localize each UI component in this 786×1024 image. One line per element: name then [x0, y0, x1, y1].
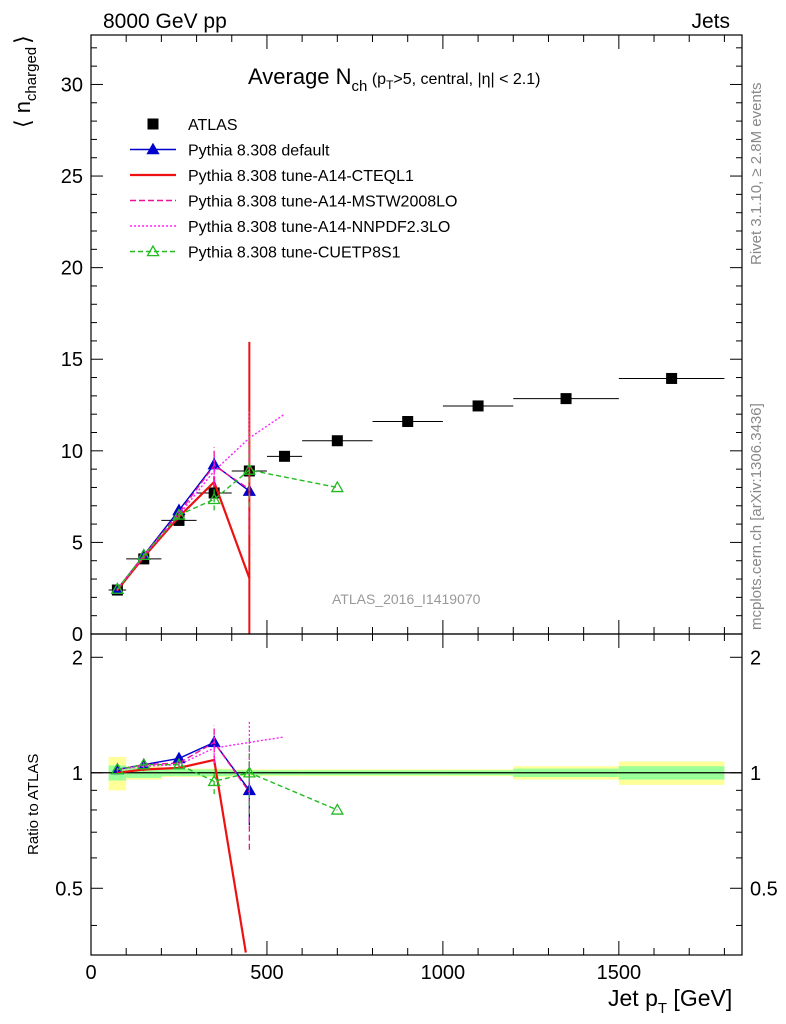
series-point-cuetp8s1 [330, 480, 344, 493]
ratio-point-cuetp8s1 [172, 757, 186, 770]
main-y-tick-label: 10 [61, 441, 83, 463]
legend-label-atlas: ATLAS [188, 117, 238, 134]
series-line-mstw [116, 464, 250, 590]
atlas-data-point [331, 435, 343, 447]
legend-entry-atlas: ATLAS [147, 117, 238, 134]
main-y-tick-label: 25 [61, 166, 83, 188]
legend: ATLAS Pythia 8.308 default Pythia 8.308 tu… [130, 117, 457, 262]
ratio-y-tick-label-left: 0.5 [55, 878, 83, 900]
ratio-point-cuetp8s1 [330, 803, 344, 815]
legend-entry-cuetp8s1: Pythia 8.308 tune-CUETP8S1 [130, 245, 401, 262]
ratio-point-cuetp8s1 [242, 765, 256, 778]
header-left: 8000 GeV pp [103, 10, 227, 33]
ratio-line-cteql1 [117, 758, 247, 953]
atlas-data-point [402, 416, 414, 428]
ratio-point-cuetp8s1 [137, 757, 151, 770]
ratio-y-tick-label-right: 0.5 [750, 878, 778, 900]
ratio-panel-frame [90, 633, 743, 956]
series-cteql1 [116, 341, 251, 634]
ratio-series-default [110, 735, 256, 826]
rivet-version-text: Rivet 3.1.10, ≥ 2.8M events [748, 83, 765, 266]
ratio-panel-layer [91, 720, 742, 953]
legend-label-cuetp8s1: Pythia 8.308 tune-CUETP8S1 [188, 245, 401, 262]
header-right: Jets [691, 10, 730, 33]
atlas-data-point [472, 400, 484, 412]
atlas-data-point [279, 450, 291, 462]
legend-label-cteql1: Pythia 8.308 tune-A14-CTEQL1 [188, 168, 414, 185]
legend-entry-cteql1: Pythia 8.308 tune-A14-CTEQL1 [130, 168, 414, 185]
atlas-data-point [560, 393, 572, 405]
main-y-tick-label: 20 [61, 258, 83, 280]
ratio-series-mstw [116, 725, 251, 850]
plot-title: Average Nch (pT>5, central, |η| < 2.1) [248, 64, 540, 95]
main-y-tick-label: 5 [72, 532, 83, 554]
atlas-data-point [173, 514, 185, 526]
legend-label-default: Pythia 8.308 default [188, 143, 330, 160]
atlas-data-point [666, 372, 678, 384]
ratio-line-nnpdf [117, 736, 285, 771]
legend-entry-nnpdf: Pythia 8.308 tune-A14-NNPDF2.3LO [130, 219, 450, 236]
x-tick-label: 500 [250, 962, 283, 984]
ratio-point-cuetp8s1 [207, 774, 221, 787]
x-axis-title: Jet pT [GeV] [608, 985, 732, 1017]
legend-entry-mstw: Pythia 8.308 tune-A14-MSTW2008LO [130, 194, 457, 211]
legend-marker-atlas [147, 118, 159, 130]
legend-label-nnpdf: Pythia 8.308 tune-A14-NNPDF2.3LO [188, 219, 450, 236]
series-line-cteql1 [116, 479, 251, 591]
legend-label-mstw: Pythia 8.308 tune-A14-MSTW2008LO [188, 194, 457, 211]
ratio-y-tick-label-right: 2 [750, 647, 761, 669]
main-y-tick-label: 0 [72, 624, 83, 646]
ratio-y-tick-label-left: 2 [72, 647, 83, 669]
series-cuetp8s1 [110, 433, 344, 594]
main-y-tick-label: 15 [61, 349, 83, 371]
series-point-cuetp8s1 [207, 492, 221, 505]
x-tick-label: 0 [85, 962, 96, 984]
ratio-y-tick-label-left: 1 [72, 763, 83, 785]
series-point-cuetp8s1 [172, 508, 186, 520]
series-line-nnpdf [116, 413, 285, 590]
ratio-series-cteql1 [116, 755, 247, 953]
ratio-y-axis-title: Ratio to ATLAS [25, 754, 42, 855]
mcplots-reference-text: mcplots.cern.ch [arXiv:1306.3436] [748, 403, 765, 630]
series-point-cuetp8s1 [137, 548, 151, 561]
main-panel-layer [108, 341, 725, 634]
main-y-tick-label: 30 [61, 74, 83, 96]
analysis-watermark: ATLAS_2016_I1419070 [332, 591, 481, 607]
ratio-line-cuetp8s1 [117, 763, 338, 811]
y-axis-title: ⟨ ncharged⟩ [10, 35, 40, 128]
series-atlas [108, 372, 725, 596]
ratio-series-cuetp8s1 [110, 739, 344, 815]
axes-layer: 0 5 10 15 20 25 30 0 500 1000 1500 0.5 0.5 1 1 2 2 [55, 34, 778, 984]
series-point-cuetp8s1 [110, 582, 125, 594]
series-line-cuetp8s1 [116, 469, 338, 590]
x-tick-label: 1500 [597, 962, 642, 984]
legend-marker-cuetp8s1 [146, 244, 160, 257]
x-tick-label: 1000 [421, 962, 466, 984]
series-point-cuetp8s1 [242, 463, 256, 475]
ratio-y-tick-label-right: 1 [750, 763, 761, 785]
legend-entry-default: Pythia 8.308 default [130, 143, 330, 160]
ratio-point-cuetp8s1 [110, 762, 125, 775]
legend-marker-default [146, 142, 160, 155]
